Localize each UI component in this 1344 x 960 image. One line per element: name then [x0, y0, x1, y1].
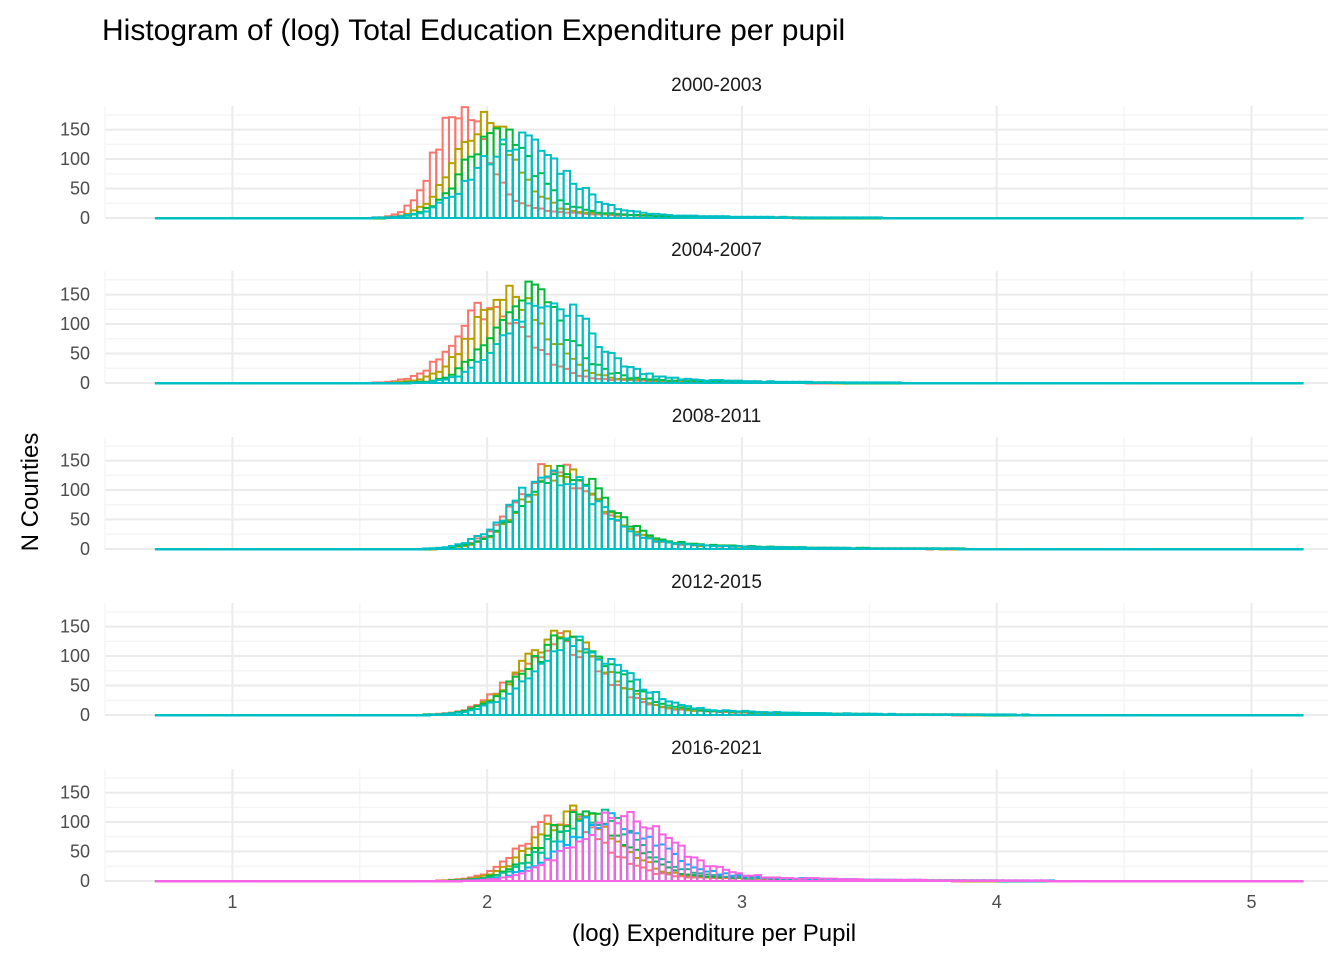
- y-tick-label: 150: [60, 285, 90, 305]
- y-tick-label: 100: [60, 149, 90, 169]
- histogram-series: [154, 463, 1304, 551]
- y-tick-label: 150: [60, 783, 90, 803]
- facet-strip-label: 2004-2007: [671, 240, 762, 261]
- histogram-bar: [1295, 382, 1304, 385]
- y-tick-label: 0: [80, 208, 90, 228]
- facet-panel: 2008-2011 0 50 100 150: [60, 406, 1328, 559]
- x-tick-label: 5: [1247, 892, 1257, 912]
- facet-strip-label: 2008-2011: [672, 406, 761, 427]
- y-tick-label: 150: [60, 120, 90, 140]
- y-tick-label: 100: [60, 812, 90, 832]
- y-tick-label: 50: [70, 842, 90, 862]
- y-tick-label: 100: [60, 646, 90, 666]
- y-axis-title: N Counties: [17, 433, 44, 552]
- y-tick-label: 0: [80, 373, 90, 393]
- histogram-series: [154, 634, 1304, 717]
- histogram-bar: [1295, 880, 1304, 883]
- facet-panel: 2000-2003 0 50 100 150: [60, 75, 1328, 228]
- histogram-bar: [1295, 714, 1304, 717]
- histogram-series: [154, 301, 1304, 385]
- histogram-series: [154, 629, 1304, 717]
- histogram-series: [154, 464, 1304, 551]
- y-tick-label: 50: [70, 344, 90, 364]
- histogram-series: [154, 464, 1304, 551]
- facet-panel: 2012-2015 0 50 100 150: [60, 572, 1328, 725]
- y-tick-label: 100: [60, 314, 90, 334]
- histogram-series: [154, 632, 1304, 717]
- histogram-series: [154, 635, 1304, 717]
- histogram-series: [154, 811, 1304, 883]
- facet-panel: 2004-2007 0 50 100 150: [60, 240, 1328, 393]
- histogram-bar: [1295, 548, 1304, 551]
- histogram-series: [154, 302, 1304, 385]
- y-tick-label: 50: [70, 510, 90, 530]
- x-axis-title: (log) Expenditure per Pupil: [572, 920, 856, 947]
- y-tick-label: 100: [60, 480, 90, 500]
- chart-title: Histogram of (log) Total Education Expen…: [102, 14, 845, 47]
- histogram-bar: [1295, 217, 1304, 220]
- facet-strip-label: 2000-2003: [671, 75, 762, 96]
- y-tick-label: 0: [80, 539, 90, 559]
- y-tick-label: 50: [70, 179, 90, 199]
- y-tick-label: 150: [60, 617, 90, 637]
- x-tick-label: 3: [737, 892, 747, 912]
- x-tick-label: 4: [992, 892, 1002, 912]
- x-tick-label: 2: [482, 892, 492, 912]
- y-tick-label: 0: [80, 705, 90, 725]
- facet-panels: 2000-20030501001502004-20070501001502008…: [60, 75, 1328, 891]
- facet-panel: 2016-2021 0 50 100 150: [60, 738, 1328, 891]
- histogram-series: [154, 469, 1304, 551]
- facet-strip-label: 2016-2021: [671, 738, 762, 759]
- y-tick-label: 50: [70, 676, 90, 696]
- histogram-series: [154, 106, 1304, 220]
- histogram-series: [154, 110, 1304, 220]
- x-tick-label: 1: [227, 892, 237, 912]
- x-axis: 1 2 3 4 5: [227, 892, 1256, 912]
- y-tick-label: 0: [80, 871, 90, 891]
- y-tick-label: 150: [60, 451, 90, 471]
- histogram-series: [154, 131, 1304, 220]
- facet-strip-label: 2012-2015: [671, 572, 762, 593]
